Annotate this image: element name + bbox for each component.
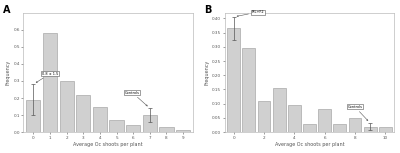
Bar (76, 95, 90, 132)
Y-axis label: Frequency: Frequency (204, 60, 209, 85)
Bar (348, 118, 362, 132)
Bar (288, 105, 301, 132)
Bar (273, 88, 286, 132)
Bar (93, 107, 107, 132)
Text: RIL+F2: RIL+F2 (237, 10, 264, 17)
Bar (60, 81, 74, 132)
Text: A: A (3, 6, 10, 15)
X-axis label: Average Oc shoots per plant: Average Oc shoots per plant (275, 142, 344, 147)
Text: Controls: Controls (125, 91, 147, 106)
Bar (26, 100, 40, 132)
Bar (364, 127, 377, 132)
Bar (160, 127, 174, 132)
Bar (227, 28, 240, 132)
Text: 0.8 ± 1.5: 0.8 ± 1.5 (36, 72, 58, 82)
Bar (126, 125, 140, 132)
Bar (43, 33, 57, 132)
Bar (258, 101, 270, 132)
X-axis label: Average Oc shoots per plant: Average Oc shoots per plant (74, 142, 143, 147)
Bar (242, 48, 255, 132)
Text: Controls: Controls (348, 105, 368, 121)
Text: B: B (204, 6, 212, 15)
Bar (176, 131, 190, 132)
Bar (303, 124, 316, 132)
Y-axis label: Frequency: Frequency (6, 60, 10, 85)
Bar (110, 120, 124, 132)
Bar (334, 124, 346, 132)
Bar (379, 127, 392, 132)
Bar (143, 115, 157, 132)
Bar (318, 109, 331, 132)
